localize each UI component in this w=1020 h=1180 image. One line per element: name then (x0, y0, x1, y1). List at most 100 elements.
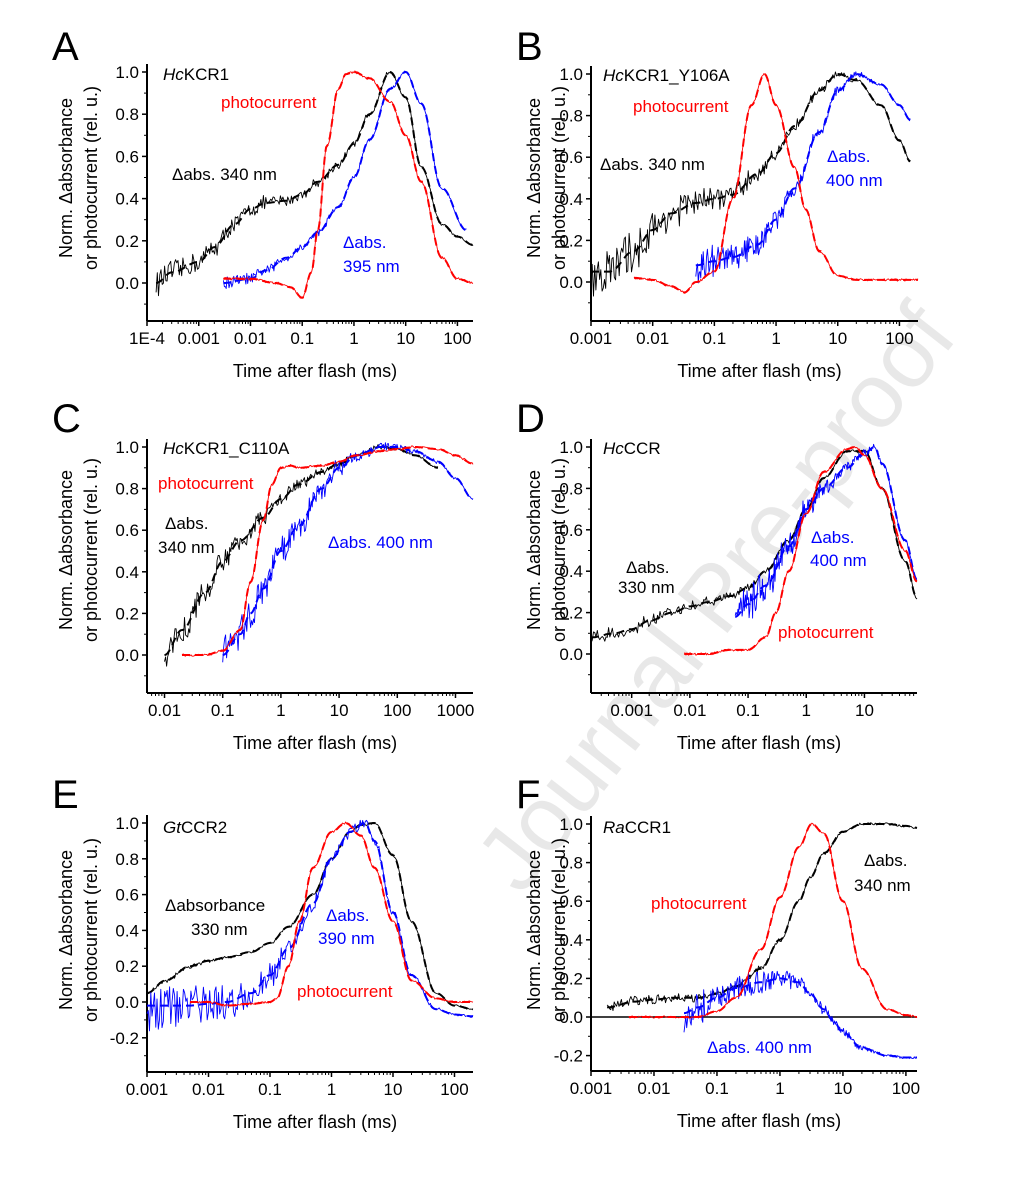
series-annotation: Δabs. (626, 558, 670, 577)
x-tick-label: 1 (802, 701, 811, 720)
series-annotation: Δabsorbance (165, 896, 265, 915)
panel-title-rest: CCR2 (181, 818, 227, 837)
panel-title: RaCCR1 (603, 818, 671, 837)
x-tick-label: 0.01 (636, 329, 669, 348)
series-annotation: Δabs. (165, 514, 209, 533)
x-tick-label: 10 (330, 701, 349, 720)
x-tick-label: 100 (443, 329, 471, 348)
x-tick-label: 0.1 (703, 329, 727, 348)
y-tick-label: 0.0 (559, 645, 583, 664)
panel-letter-c: C (52, 397, 81, 441)
series-annotation: photocurrent (158, 474, 254, 493)
x-tick-label: 100 (440, 1080, 468, 1099)
series-annotation: Δabs. 340 nm (600, 155, 705, 174)
series-annotation: 330 nm (191, 920, 248, 939)
series-fit-abs-400-nm (735, 445, 918, 618)
panel-title: HcCCR (603, 439, 661, 458)
panel-c: C Norm. Δabsorbance or photocurrent (rel. … (52, 397, 474, 753)
series-annotation: Δabs. (811, 528, 855, 547)
y-tick-label: 1.0 (559, 815, 583, 834)
series-annotation: Δabs. (326, 906, 370, 925)
series-annotation: photocurrent (651, 894, 747, 913)
x-tick-label: 10 (833, 1079, 852, 1098)
y-tick-label: 0.2 (115, 957, 139, 976)
panel-d: D Norm. Δabsorbance or photocurrent (rel. … (516, 397, 918, 753)
x-axis-title: Time after flash (ms) (233, 1112, 397, 1132)
series-annotation: 400 nm (826, 171, 883, 190)
series-fit-abs-340-nm (155, 70, 474, 284)
y-tick-label: 1.0 (115, 438, 139, 457)
x-tick-label: 10 (384, 1080, 403, 1099)
y-tick-label: 0.8 (115, 480, 139, 499)
series-fit-abs-400-nm (684, 977, 917, 1059)
y-tick-label: 1.0 (559, 438, 583, 457)
series-fit-photocurrent (182, 446, 473, 656)
x-tick-label: 0.001 (570, 1079, 613, 1098)
y-tick-label: 0.8 (559, 479, 583, 498)
y-tick-label: 0.2 (559, 604, 583, 623)
y-axis-title-line1: Norm. Δabsorbance (524, 470, 544, 630)
x-tick-label: 10 (855, 701, 874, 720)
x-tick-label: 1 (349, 329, 358, 348)
x-tick-label: 1 (327, 1080, 336, 1099)
y-tick-label: 0.6 (559, 521, 583, 540)
series-annotation: photocurrent (633, 97, 729, 116)
panel-title-italic: Hc (163, 439, 184, 458)
series-fit-abs-340-nm (591, 72, 911, 273)
y-axis-title-line1: Norm. Δabsorbance (56, 470, 76, 630)
x-tick-label: 0.001 (570, 329, 613, 348)
series-trace-photocurrent (628, 822, 918, 1019)
series-fit-photocurrent (190, 821, 473, 1007)
y-tick-label: -0.2 (110, 1029, 139, 1048)
series-annotation: Δabs. 400 nm (328, 533, 433, 552)
panel-title-rest: KCR1 (184, 65, 229, 84)
series-trace-abs-390-nm (146, 819, 474, 1032)
panel-title: HcKCR1_C110A (163, 439, 290, 458)
series-annotation: 340 nm (854, 876, 911, 895)
panel-a: A Norm. Δabsorbance or photocurrent (rel. … (52, 25, 474, 381)
x-axis-title: Time after flash (ms) (677, 1111, 841, 1131)
x-tick-label: 0.01 (148, 701, 181, 720)
x-tick-label: 0.1 (211, 701, 235, 720)
series-fit-absorbance-330-nm (146, 821, 474, 1011)
panel-letter-b: B (516, 25, 543, 69)
x-tick-label: 100 (885, 329, 913, 348)
y-tick-label: 0.8 (115, 850, 139, 869)
x-axis-title: Time after flash (ms) (677, 733, 841, 753)
x-tick-label: 0.1 (258, 1080, 282, 1099)
series-annotation: Δabs. 400 nm (707, 1038, 812, 1057)
x-tick-label: 100 (892, 1079, 920, 1098)
y-tick-label: 0.0 (115, 993, 139, 1012)
y-tick-label: 1.0 (115, 63, 139, 82)
panel-title-italic: Ra (603, 818, 625, 837)
x-tick-label: 0.001 (177, 329, 220, 348)
y-axis-title-line1: Norm. Δabsorbance (56, 98, 76, 258)
x-tick-label: 1E-4 (129, 329, 165, 348)
y-tick-label: 0.2 (559, 231, 583, 250)
y-tick-label: 0.4 (559, 190, 583, 209)
y-axis-title-line1: Norm. Δabsorbance (56, 850, 76, 1010)
y-tick-label: 0.4 (115, 190, 139, 209)
panel-title-rest: KCR1_Y106A (624, 66, 731, 85)
panel-e: E Norm. Δabsorbance or photocurrent (rel. … (52, 773, 474, 1132)
x-tick-label: 10 (396, 329, 415, 348)
series-trace-abs-400-nm (222, 442, 474, 663)
series-annotation: Δabs. (827, 147, 871, 166)
series-fit-photocurrent (684, 445, 918, 655)
series-annotation: 330 nm (618, 578, 675, 597)
x-tick-label: 0.01 (673, 701, 706, 720)
series-fit-photocurrent (634, 73, 918, 294)
x-tick-label: 0.001 (126, 1080, 169, 1099)
y-axis-title-line1: Norm. Δabsorbance (524, 98, 544, 258)
y-tick-label: 1.0 (559, 65, 583, 84)
series-annotation: Δabs. 340 nm (172, 165, 277, 184)
y-tick-label: -0.2 (554, 1047, 583, 1066)
series-annotation: 400 nm (810, 551, 867, 570)
y-tick-label: 0.4 (559, 931, 583, 950)
y-axis-title-line2: or photocurrent (rel. u.) (81, 458, 101, 642)
y-tick-label: 0.8 (559, 854, 583, 873)
x-tick-label: 1000 (437, 701, 475, 720)
x-tick-label: 1 (276, 701, 285, 720)
y-axis-title-line2: or photocurrent (rel. u.) (549, 86, 569, 270)
